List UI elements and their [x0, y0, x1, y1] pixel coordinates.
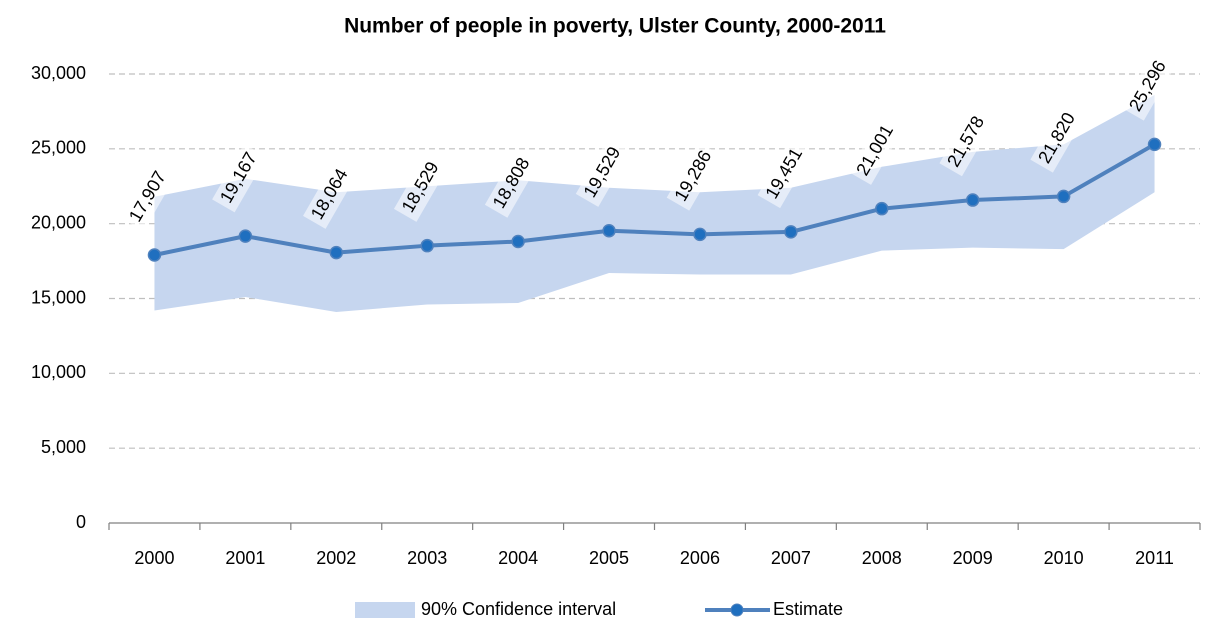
x-tick-label: 2009 — [953, 548, 993, 568]
x-tick-label: 2001 — [225, 548, 265, 568]
point — [238, 229, 253, 243]
point — [511, 234, 525, 249]
y-tick-label: 10,000 — [31, 362, 86, 382]
data-label-bg — [757, 139, 813, 209]
data-label-bg — [393, 153, 449, 222]
point — [329, 245, 344, 260]
x-tick-label: 2008 — [862, 548, 902, 568]
data-label-bg — [484, 149, 540, 218]
y-tick-label: 25,000 — [31, 138, 86, 158]
y-tick-label: 0 — [76, 512, 86, 532]
y-tick-label: 5,000 — [41, 437, 86, 457]
x-tick-label: 2006 — [680, 548, 720, 568]
y-tick-label: 15,000 — [31, 287, 86, 307]
estimate-line — [154, 142, 1156, 257]
point — [693, 227, 707, 242]
data-label-bg — [848, 116, 904, 185]
data-label-group: 25,296 — [1121, 52, 1176, 121]
point — [784, 225, 798, 239]
x-tick-label: 2005 — [589, 548, 629, 568]
x-tick-label: 2011 — [1135, 548, 1174, 568]
legend-swatch — [355, 602, 415, 618]
x-tick-label: 2007 — [771, 548, 811, 568]
x-tick-label: 2003 — [407, 548, 447, 568]
legend-label: 90% Confidence interval — [421, 599, 616, 619]
data-label-bg — [1121, 52, 1176, 121]
data-label-bg — [212, 143, 267, 213]
legend-marker — [730, 603, 744, 617]
confidence-band — [154, 94, 1155, 312]
x-tick-label: 2000 — [134, 548, 174, 568]
point — [147, 248, 162, 262]
chart-title: Number of people in poverty, Ulster Coun… — [344, 15, 886, 38]
point — [602, 223, 616, 238]
point — [1147, 137, 1162, 152]
y-tick-label: 30,000 — [31, 63, 86, 83]
data-label-bg — [121, 162, 176, 232]
data-label-bg — [666, 142, 722, 211]
x-tick-label: 2010 — [1044, 548, 1084, 568]
point — [1056, 189, 1071, 204]
data-label-bg — [575, 138, 631, 207]
point — [875, 201, 889, 216]
data-label-bg — [1030, 104, 1085, 173]
x-tick-label: 2002 — [316, 548, 356, 568]
x-tick-label: 2004 — [498, 548, 538, 568]
y-tick-label: 20,000 — [31, 212, 86, 232]
legend-label: Estimate — [773, 599, 843, 619]
data-label-bg — [303, 160, 358, 229]
point — [965, 193, 980, 207]
data-label-bg — [939, 107, 994, 177]
point — [420, 238, 434, 253]
